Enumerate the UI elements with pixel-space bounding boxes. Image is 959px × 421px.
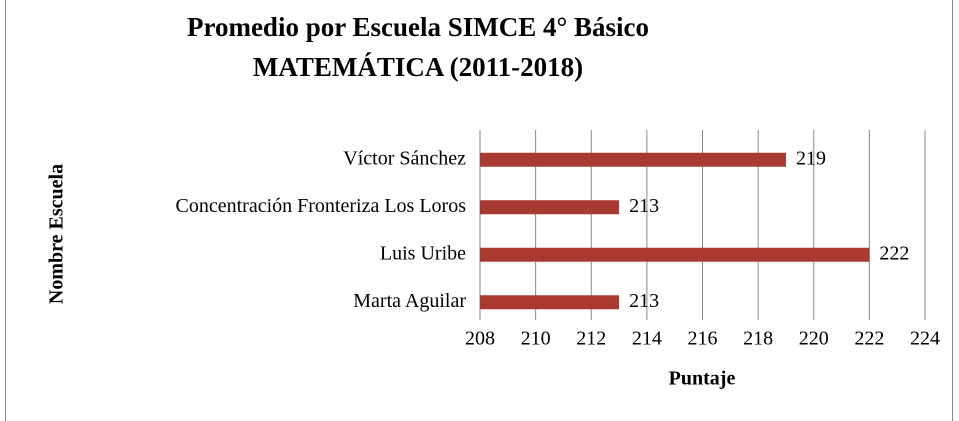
x-tick-label: 214 (632, 328, 662, 350)
y-tick-label: Luis Uribe (380, 242, 466, 264)
x-tick-label: 210 (521, 328, 551, 350)
chart-frame (5, 0, 953, 421)
data-label: 219 (796, 147, 826, 169)
x-tick-label: 224 (910, 328, 940, 350)
x-tick-label: 220 (799, 328, 829, 350)
y-tick-label: Víctor Sánchez (343, 147, 466, 169)
x-tick-label: 212 (576, 328, 606, 350)
chart-title: Promedio por Escuela SIMCE 4° Básico (187, 12, 649, 42)
bar (480, 295, 620, 310)
y-axis-label: Nombre Escuela (46, 164, 68, 304)
x-tick-label: 222 (854, 328, 884, 350)
x-tick-label: 208 (465, 328, 495, 350)
bar (480, 200, 620, 215)
chart-title: MATEMÁTICA (2011-2018) (253, 52, 583, 82)
x-tick-label: 216 (688, 328, 718, 350)
data-label: 213 (629, 195, 659, 217)
y-tick-label: Concentración Fronteriza Los Loros (176, 195, 467, 217)
bar (480, 247, 870, 262)
data-label: 222 (879, 242, 909, 264)
y-tick-label: Marta Aguilar (353, 290, 466, 312)
x-axis-label: Puntaje (669, 368, 736, 390)
data-label: 213 (629, 290, 659, 312)
x-tick-label: 218 (743, 328, 773, 350)
bar (480, 152, 786, 167)
